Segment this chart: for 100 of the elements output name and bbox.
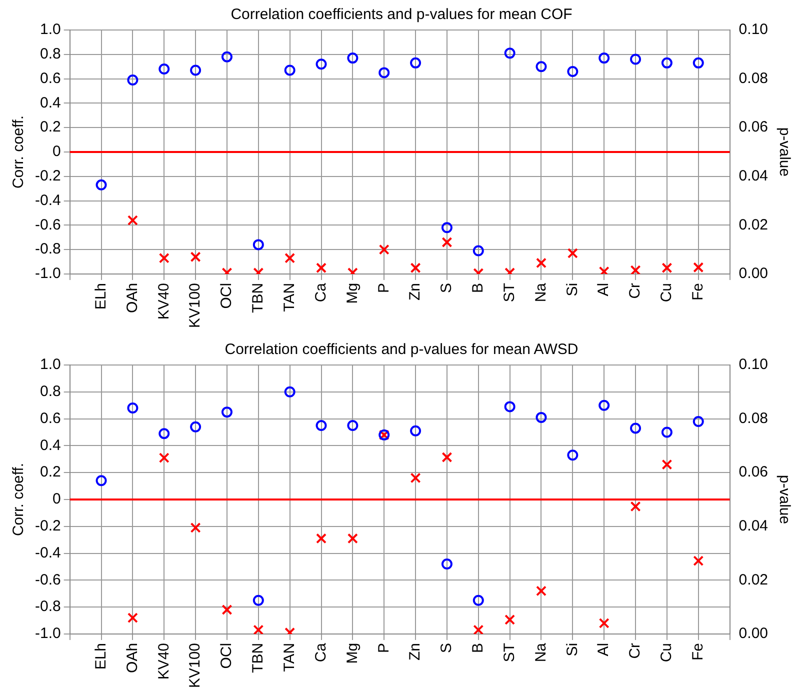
- point: [347, 420, 358, 432]
- point: [158, 452, 170, 464]
- point: [536, 61, 547, 72]
- point: [378, 67, 390, 78]
- x-tick-label: Si: [564, 642, 581, 656]
- y-tick-label: 1.0: [40, 356, 61, 374]
- point: [410, 425, 422, 436]
- point: [504, 401, 516, 412]
- x-tick-label: ELh: [92, 642, 110, 670]
- x-tick-label: S: [438, 642, 456, 653]
- y-tick-label: -0.2: [34, 168, 61, 185]
- x-tick-label: Fe: [690, 282, 707, 300]
- y2-tick-label: 0.06: [738, 118, 768, 136]
- point: [567, 450, 578, 461]
- x-tick-label: OCl: [218, 282, 236, 309]
- y2-axis-title: p-value: [776, 127, 793, 177]
- x-tick-label: OCl: [218, 642, 236, 669]
- x-tick-label: Si: [564, 282, 581, 296]
- point: [158, 64, 170, 75]
- y-tick-label: -0.4: [34, 192, 61, 209]
- x-tick-label: TBN: [250, 282, 267, 313]
- x-tick-label: TAN: [280, 282, 298, 312]
- y-tick-label: -0.6: [34, 216, 61, 234]
- x-tick-label: Mg: [344, 282, 361, 304]
- x-tick-label: P: [375, 642, 392, 653]
- point: [536, 586, 546, 596]
- chart-title: Correlation coefficients and p-values for mean COF: [230, 6, 572, 24]
- y2-tick-label: 0.08: [738, 410, 768, 427]
- y2-tick-label: 0.04: [738, 518, 768, 535]
- point: [693, 556, 704, 566]
- y2-tick-label: 0.02: [738, 216, 768, 234]
- x-tick-label: Na: [532, 642, 550, 662]
- y-tick-label: 0.6: [40, 410, 61, 427]
- x-tick-label: KV100: [186, 282, 204, 328]
- y-tick-label: 0.4: [40, 94, 61, 112]
- x-tick-label: KV40: [155, 282, 172, 320]
- y-tick-label: 0.8: [40, 46, 61, 63]
- y-tick-label: -0.4: [34, 544, 61, 562]
- y-axis-title: Corr. coeff.: [10, 115, 28, 189]
- y-tick-label: 0.8: [40, 383, 61, 400]
- y2-tick-label: 0.02: [738, 571, 768, 588]
- x-tick-label: P: [375, 282, 392, 293]
- point: [96, 475, 107, 486]
- point: [662, 459, 672, 470]
- x-tick-label: ELh: [92, 282, 110, 310]
- point: [284, 386, 296, 398]
- y-tick-label: 0.6: [40, 70, 61, 87]
- point: [473, 624, 484, 634]
- y2-tick-label: 0.00: [738, 625, 768, 642]
- point: [504, 614, 516, 625]
- x-tick-label: KV100: [186, 642, 204, 688]
- y-tick-label: 0.2: [40, 118, 61, 136]
- x-tick-label: Zn: [406, 282, 424, 300]
- x-tick-label: Cu: [658, 642, 676, 662]
- point: [410, 472, 421, 484]
- point: [221, 406, 232, 418]
- point: [630, 422, 642, 434]
- point: [598, 400, 610, 411]
- y-tick-label: 0.2: [40, 464, 61, 481]
- point: [472, 594, 484, 606]
- y-tick-label: 0.4: [40, 436, 61, 454]
- point: [190, 64, 202, 76]
- point: [567, 66, 578, 77]
- point: [316, 420, 327, 432]
- x-tick-label: OAh: [124, 642, 141, 673]
- y-tick-label: -0.2: [34, 518, 61, 535]
- point: [316, 533, 327, 544]
- y2-tick-label: 0.08: [738, 70, 768, 87]
- point: [630, 54, 642, 65]
- point: [630, 501, 641, 512]
- point: [661, 57, 672, 68]
- y2-tick-label: 0.10: [738, 356, 768, 374]
- point: [692, 416, 704, 427]
- point: [190, 522, 201, 533]
- x-tick-label: TAN: [280, 642, 298, 672]
- point: [221, 51, 232, 62]
- y-tick-label: -1.0: [34, 625, 61, 642]
- point: [472, 245, 484, 256]
- x-tick-label: B: [470, 282, 487, 293]
- x-tick-label: Zn: [406, 642, 424, 660]
- y-tick-label: -0.8: [34, 598, 61, 616]
- x-tick-label: ST: [500, 282, 518, 302]
- y2-tick-label: 0.04: [738, 168, 768, 185]
- point: [692, 57, 704, 68]
- point: [504, 48, 516, 59]
- x-tick-label: Ca: [312, 642, 330, 662]
- x-tick-label: Al: [595, 642, 612, 656]
- point: [441, 558, 452, 570]
- x-tick-label: OAh: [124, 282, 141, 313]
- y-tick-label: -1.0: [34, 265, 61, 282]
- point: [284, 64, 296, 76]
- y2-tick-label: 0.06: [738, 464, 768, 481]
- y-tick-label: -0.6: [34, 571, 61, 588]
- point: [536, 412, 547, 423]
- x-tick-label: Cr: [626, 282, 644, 299]
- x-tick-label: KV40: [155, 642, 172, 680]
- point: [252, 594, 264, 606]
- point: [347, 52, 358, 64]
- chart-title: Correlation coefficients and p-values for mean AWSD: [224, 341, 578, 358]
- point: [127, 74, 138, 86]
